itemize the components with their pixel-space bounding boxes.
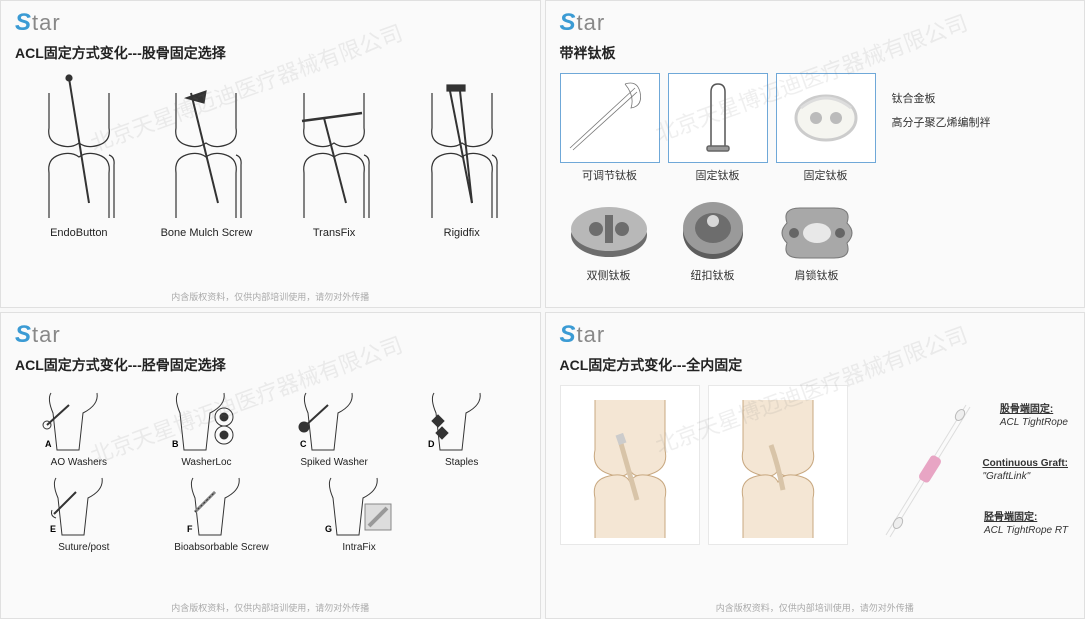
footer: 内含版权资料，仅供内部培训使用，请勿对外传播 — [716, 601, 914, 614]
spacer — [447, 470, 507, 553]
bone-diagram-icon: B — [166, 385, 246, 455]
bone-diagram-icon: D — [422, 385, 502, 455]
plate-top-row: 可调节钛板 固定钛板 固定钛板 钛合金板 高分子聚乙烯编制袢 — [560, 73, 1071, 183]
panel-femoral: Star ACL固定方式变化---股骨固定选择 北京天星博迈迪医疗器械有限公司 … — [0, 0, 541, 308]
label-graft: Continuous Graft: "GraftLink" — [982, 457, 1068, 483]
logo-rest: tar — [32, 10, 61, 35]
tibial-item: F Bioabsorbable Screw — [171, 470, 271, 553]
p4-right: 股骨端固定: ACL TightRope Continuous Graft: "… — [856, 385, 1071, 555]
caption: 肩锁钛板 — [795, 267, 839, 283]
caption: EndoButton — [50, 227, 108, 240]
svg-text:C: C — [300, 439, 307, 449]
femoral-row: EndoButton Bone Mulch Screw — [15, 73, 526, 240]
label-tibial: 胫骨端固定: ACL TightRope RT — [984, 511, 1068, 537]
panel1-title: ACL固定方式变化---股骨固定选择 — [15, 43, 526, 63]
plate-item: 纽扣钛板 — [668, 193, 758, 283]
caption: WasherLoc — [181, 457, 231, 468]
logo-s: S — [15, 9, 32, 36]
tibial-row: A AO Washers B WasherLoc C Spiked Washer… — [15, 385, 526, 468]
caption: AO Washers — [51, 457, 107, 468]
plate-item: 可调节钛板 — [560, 73, 660, 183]
knee-diagram-icon — [284, 73, 384, 223]
knee-posterior-icon — [708, 385, 848, 545]
side-labels: 钛合金板 高分子聚乙烯编制袢 — [884, 73, 991, 135]
tibial-item: B WasherLoc — [156, 385, 256, 468]
panel-tibial: Star ACL固定方式变化---胫骨固定选择 北京天星博迈迪医疗器械有限公司 … — [0, 312, 541, 619]
knee-anterior-icon — [560, 385, 700, 545]
tibial-item: A AO Washers — [29, 385, 129, 468]
panel-allinside: Star ACL固定方式变化---全内固定 北京天星博迈迪医疗器械有限公司 股骨… — [545, 312, 1085, 619]
svg-text:G: G — [325, 524, 332, 534]
logo: Star — [560, 321, 1071, 349]
plate-item: 固定钛板 — [668, 73, 768, 183]
knee-col: EndoButton — [24, 73, 134, 240]
caption: Staples — [445, 457, 478, 468]
svg-text:F: F — [187, 524, 193, 534]
caption: 纽扣钛板 — [691, 267, 735, 283]
caption: Rigidfix — [444, 227, 480, 240]
logo: Star — [15, 9, 526, 37]
shoulder-plate-icon — [772, 193, 862, 263]
caption: 可调节钛板 — [582, 167, 637, 183]
caption: Bioabsorbable Screw — [174, 542, 269, 553]
caption: 固定钛板 — [804, 167, 848, 183]
bone-diagram-icon: C — [294, 385, 374, 455]
tibial-item: E Suture/post — [34, 470, 134, 553]
svg-text:D: D — [428, 439, 435, 449]
knee-col: Bone Mulch Screw — [151, 73, 261, 240]
caption: Bone Mulch Screw — [161, 227, 253, 240]
plate-item: 双侧钛板 — [564, 193, 654, 283]
side-label: 钛合金板 — [892, 87, 991, 111]
svg-text:B: B — [172, 439, 179, 449]
footer: 内含版权资料，仅供内部培训使用，请勿对外传播 — [171, 601, 369, 614]
tibial-item: G IntraFix — [309, 470, 409, 553]
tibial-rows: A AO Washers B WasherLoc C Spiked Washer… — [15, 385, 526, 553]
bone-diagram-icon: G — [319, 470, 399, 540]
caption: 固定钛板 — [696, 167, 740, 183]
knee-diagram-icon — [29, 73, 129, 223]
side-label: 高分子聚乙烯编制袢 — [892, 111, 991, 135]
plate-item: 固定钛板 — [776, 73, 876, 183]
knee-col: TransFix — [279, 73, 389, 240]
logo: Star — [15, 321, 526, 349]
svg-text:E: E — [50, 524, 56, 534]
p4-body: 股骨端固定: ACL TightRope Continuous Graft: "… — [560, 385, 1071, 555]
panel3-title: ACL固定方式变化---胫骨固定选择 — [15, 355, 526, 375]
knee-diagram-icon — [156, 73, 256, 223]
button-plate-icon — [668, 193, 758, 263]
tibial-row: E Suture/post F Bioabsorbable Screw G In… — [15, 470, 526, 553]
label-femoral: 股骨端固定: ACL TightRope — [1000, 403, 1068, 429]
caption: IntraFix — [342, 542, 375, 553]
svg-text:A: A — [45, 439, 52, 449]
caption: 双侧钛板 — [587, 267, 631, 283]
knee-col: Rigidfix — [407, 73, 517, 240]
double-plate-icon — [564, 193, 654, 263]
plate-bottom-row: 双侧钛板 纽扣钛板 肩锁钛板 — [564, 193, 1071, 283]
plate-image-icon — [668, 73, 768, 163]
plate-item: 肩锁钛板 — [772, 193, 862, 283]
panel-plates: Star 带袢钛板 北京天星博迈迪医疗器械有限公司 可调节钛板 固定钛板 固定钛… — [545, 0, 1085, 308]
panel4-title: ACL固定方式变化---全内固定 — [560, 355, 1071, 375]
footer: 内含版权资料，仅供内部培训使用，请勿对外传播 — [171, 290, 369, 303]
caption: TransFix — [313, 227, 355, 240]
plate-image-icon — [776, 73, 876, 163]
bone-diagram-icon: F — [181, 470, 261, 540]
knee-diagram-icon — [412, 73, 512, 223]
caption: Spiked Washer — [300, 457, 367, 468]
panel2-title: 带袢钛板 — [560, 43, 1071, 63]
plate-image-icon — [560, 73, 660, 163]
caption: Suture/post — [58, 542, 109, 553]
bone-diagram-icon: A — [39, 385, 119, 455]
logo: Star — [560, 9, 1071, 37]
tibial-item: D Staples — [412, 385, 512, 468]
tibial-item: C Spiked Washer — [284, 385, 384, 468]
bone-diagram-icon: E — [44, 470, 124, 540]
